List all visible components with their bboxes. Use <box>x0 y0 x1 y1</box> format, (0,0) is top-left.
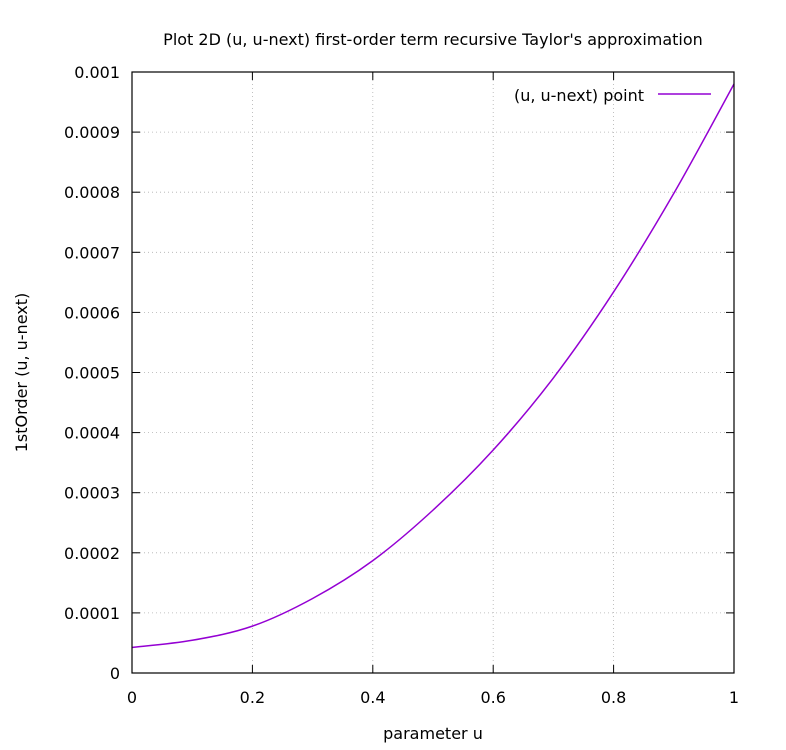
y-tick-label: 0.0009 <box>64 123 120 142</box>
y-tick-label: 0.0006 <box>64 303 120 322</box>
series-line <box>131 83 735 649</box>
y-tick-label: 0.0001 <box>64 604 120 623</box>
y-tick-labels: 0 0.0001 0.0002 0.0003 0.0004 0.0005 0.0006 0.0… <box>64 63 120 683</box>
y-tick-label: 0.0002 <box>64 544 120 563</box>
plot-frame <box>131 71 735 674</box>
series-layer <box>131 83 735 649</box>
x-tick-label: 0.2 <box>240 688 265 707</box>
x-tick-label: 1 <box>729 688 739 707</box>
grid-lines <box>132 72 734 673</box>
x-axis-label: parameter u <box>383 724 483 743</box>
y-tick-label: 0.0004 <box>64 424 120 443</box>
x-tick-labels: 0 0.2 0.4 0.6 0.8 1 <box>127 688 739 707</box>
y-tick-label: 0.001 <box>74 63 120 82</box>
y-axis-label: 1stOrder (u, u-next) <box>12 293 31 453</box>
y-tick-label: 0.0007 <box>64 243 120 262</box>
legend: (u, u-next) point <box>514 86 711 105</box>
y-tick-label: 0.0008 <box>64 183 120 202</box>
x-tick-label: 0.8 <box>601 688 626 707</box>
chart-title: Plot 2D (u, u-next) first-order term rec… <box>163 30 703 49</box>
legend-entry-label: (u, u-next) point <box>514 86 644 105</box>
x-tick-label: 0.4 <box>360 688 385 707</box>
y-tick-label: 0.0005 <box>64 364 120 383</box>
y-tick-label: 0 <box>110 664 120 683</box>
x-tick-label: 0.6 <box>480 688 505 707</box>
y-tick-label: 0.0003 <box>64 484 120 503</box>
x-tick-label: 0 <box>127 688 137 707</box>
